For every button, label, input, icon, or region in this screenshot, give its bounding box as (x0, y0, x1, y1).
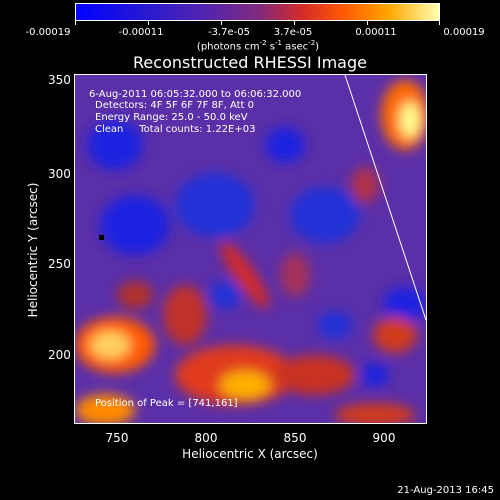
y-axis-label: Heliocentric Y (arcsec) (26, 182, 40, 318)
annotation-detectors: Detectors: 4F 5F 6F 7F 8F, Att 0 (95, 100, 255, 111)
colorbar-label: 3.7e-05 (273, 27, 313, 38)
colorbar-label: -0.00019 (25, 27, 71, 38)
annotation-peak: Position of Peak = [741,161] (95, 398, 238, 409)
y-tick-label: 350 (48, 73, 71, 87)
colorbar-tick (75, 21, 76, 25)
x-tick-label: 800 (194, 431, 218, 445)
colorbar-tick (221, 21, 222, 25)
timestamp: 21-Aug-2013 16:45 (397, 485, 494, 496)
colorbar (75, 3, 440, 21)
x-tick-label: 850 (283, 431, 307, 445)
colorbar-label: 0.00011 (355, 27, 397, 38)
colorbar-label: 0.00019 (443, 27, 485, 38)
x-tick-label: 750 (105, 431, 129, 445)
y-tick-label: 250 (48, 257, 71, 271)
colorbar-label: -0.00011 (118, 27, 164, 38)
annotation-clean: Clean Total counts: 1.22E+03 (95, 124, 256, 135)
x-tick-label: 900 (372, 431, 396, 445)
annotation-time-range: 6-Aug-2011 06:05:32.000 to 06:06:32.000 (89, 89, 302, 100)
colorbar-tick (294, 21, 295, 25)
colorbar-tick (439, 21, 440, 25)
colorbar-tick (148, 21, 149, 25)
colorbar-label: -3.7e-05 (208, 27, 250, 38)
y-tick-label: 300 (48, 167, 71, 181)
annotation-energy: Energy Range: 25.0 - 50.0 keV (95, 112, 248, 123)
image-title: Reconstructed RHESSI Image (133, 53, 367, 72)
rhessi-image-canvas (75, 75, 426, 423)
colorbar-tick (367, 21, 368, 25)
y-tick-label: 200 (48, 348, 71, 362)
colorbar-unit: (photons cm-2 s-1 asec-2) (196, 39, 320, 53)
rhessi-image: 6-Aug-2011 06:05:32.000 to 06:06:32.000 … (74, 74, 427, 424)
x-axis-label: Heliocentric X (arcsec) (182, 447, 318, 461)
